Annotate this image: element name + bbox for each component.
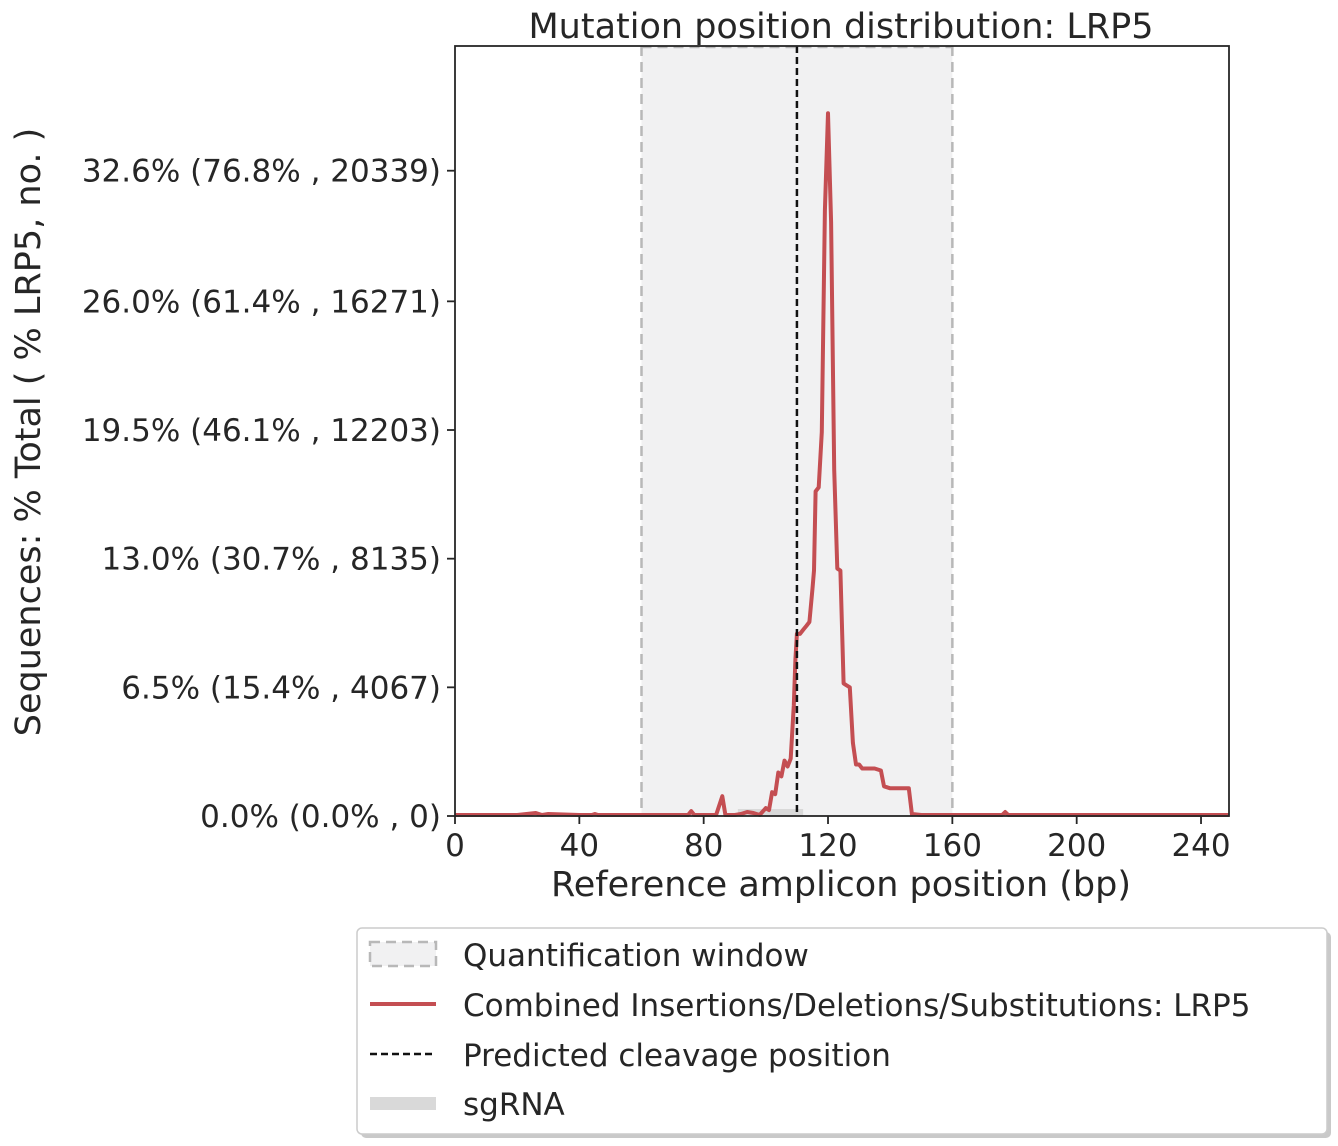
sgrna-bar (737, 809, 804, 816)
x-tick-label: 160 (923, 828, 982, 864)
chart-title: Mutation position distribution: LRP5 (528, 7, 1153, 47)
y-tick-label: 19.5% (46.1% , 12203) (82, 413, 441, 449)
legend-window-swatch (368, 940, 438, 968)
plot-frame (454, 45, 1230, 817)
x-tick-label: 120 (798, 828, 857, 864)
y-tick-label: 0.0% (0.0% , 0) (200, 799, 441, 835)
x-tick-label: 200 (1047, 828, 1106, 864)
plot-area (454, 45, 1230, 817)
x-tick-label: 80 (684, 828, 723, 864)
legend-sgrna-swatch (370, 1097, 436, 1110)
y-tick-label: 32.6% (76.8% , 20339) (82, 154, 441, 190)
series-line-0 (455, 111, 1229, 817)
legend-sgrna-label: sgRNA (463, 1087, 565, 1123)
legend-window-label: Quantification window (463, 938, 809, 974)
legend: Quantification window Combined Insertion… (356, 927, 1331, 1138)
y-tick-label: 26.0% (61.4% , 16271) (82, 284, 441, 320)
y-axis-label: Sequences: % Total ( % LRP5, no. ) (9, 128, 49, 737)
x-axis-label: Reference amplicon position (bp) (551, 865, 1131, 905)
y-tick-label: 13.0% (30.7% , 8135) (102, 542, 441, 578)
y-axis-ticks: 0.0% (0.0% , 0) 6.5% (15.4% , 4067) 13.0% … (82, 154, 455, 835)
x-tick-label: 40 (560, 828, 599, 864)
y-tick-label: 6.5% (15.4% , 4067) (121, 670, 441, 706)
legend-cleavage-label: Predicted cleavage position (463, 1038, 891, 1074)
legend-frame (356, 927, 1328, 1135)
x-axis-ticks: 0 40 80 120 160 200 240 (445, 816, 1231, 864)
x-tick-label: 240 (1171, 828, 1230, 864)
x-tick-label: 0 (445, 828, 465, 864)
legend-line-label: Combined Insertions/Deletions/Substituti… (463, 988, 1250, 1024)
